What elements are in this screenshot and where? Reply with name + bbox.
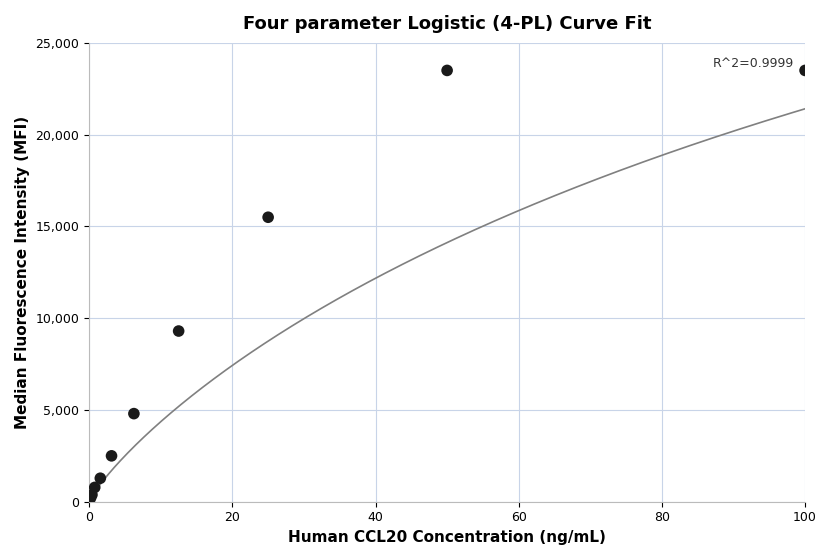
Point [94,474,107,483]
Point [261,213,275,222]
Y-axis label: Median Fluorescence Intensity (MFI): Median Fluorescence Intensity (MFI) [15,116,30,429]
Point [127,409,141,418]
Point [172,326,186,335]
Text: R^2=0.9999: R^2=0.9999 [713,57,795,69]
Point [88,483,102,492]
Point [440,66,453,75]
Title: Four parameter Logistic (4-PL) Curve Fit: Four parameter Logistic (4-PL) Curve Fit [243,15,651,33]
Point [799,66,812,75]
Point [84,493,97,502]
Point [86,490,99,499]
X-axis label: Human CCL20 Concentration (ng/mL): Human CCL20 Concentration (ng/mL) [288,530,606,545]
Point [105,451,118,460]
